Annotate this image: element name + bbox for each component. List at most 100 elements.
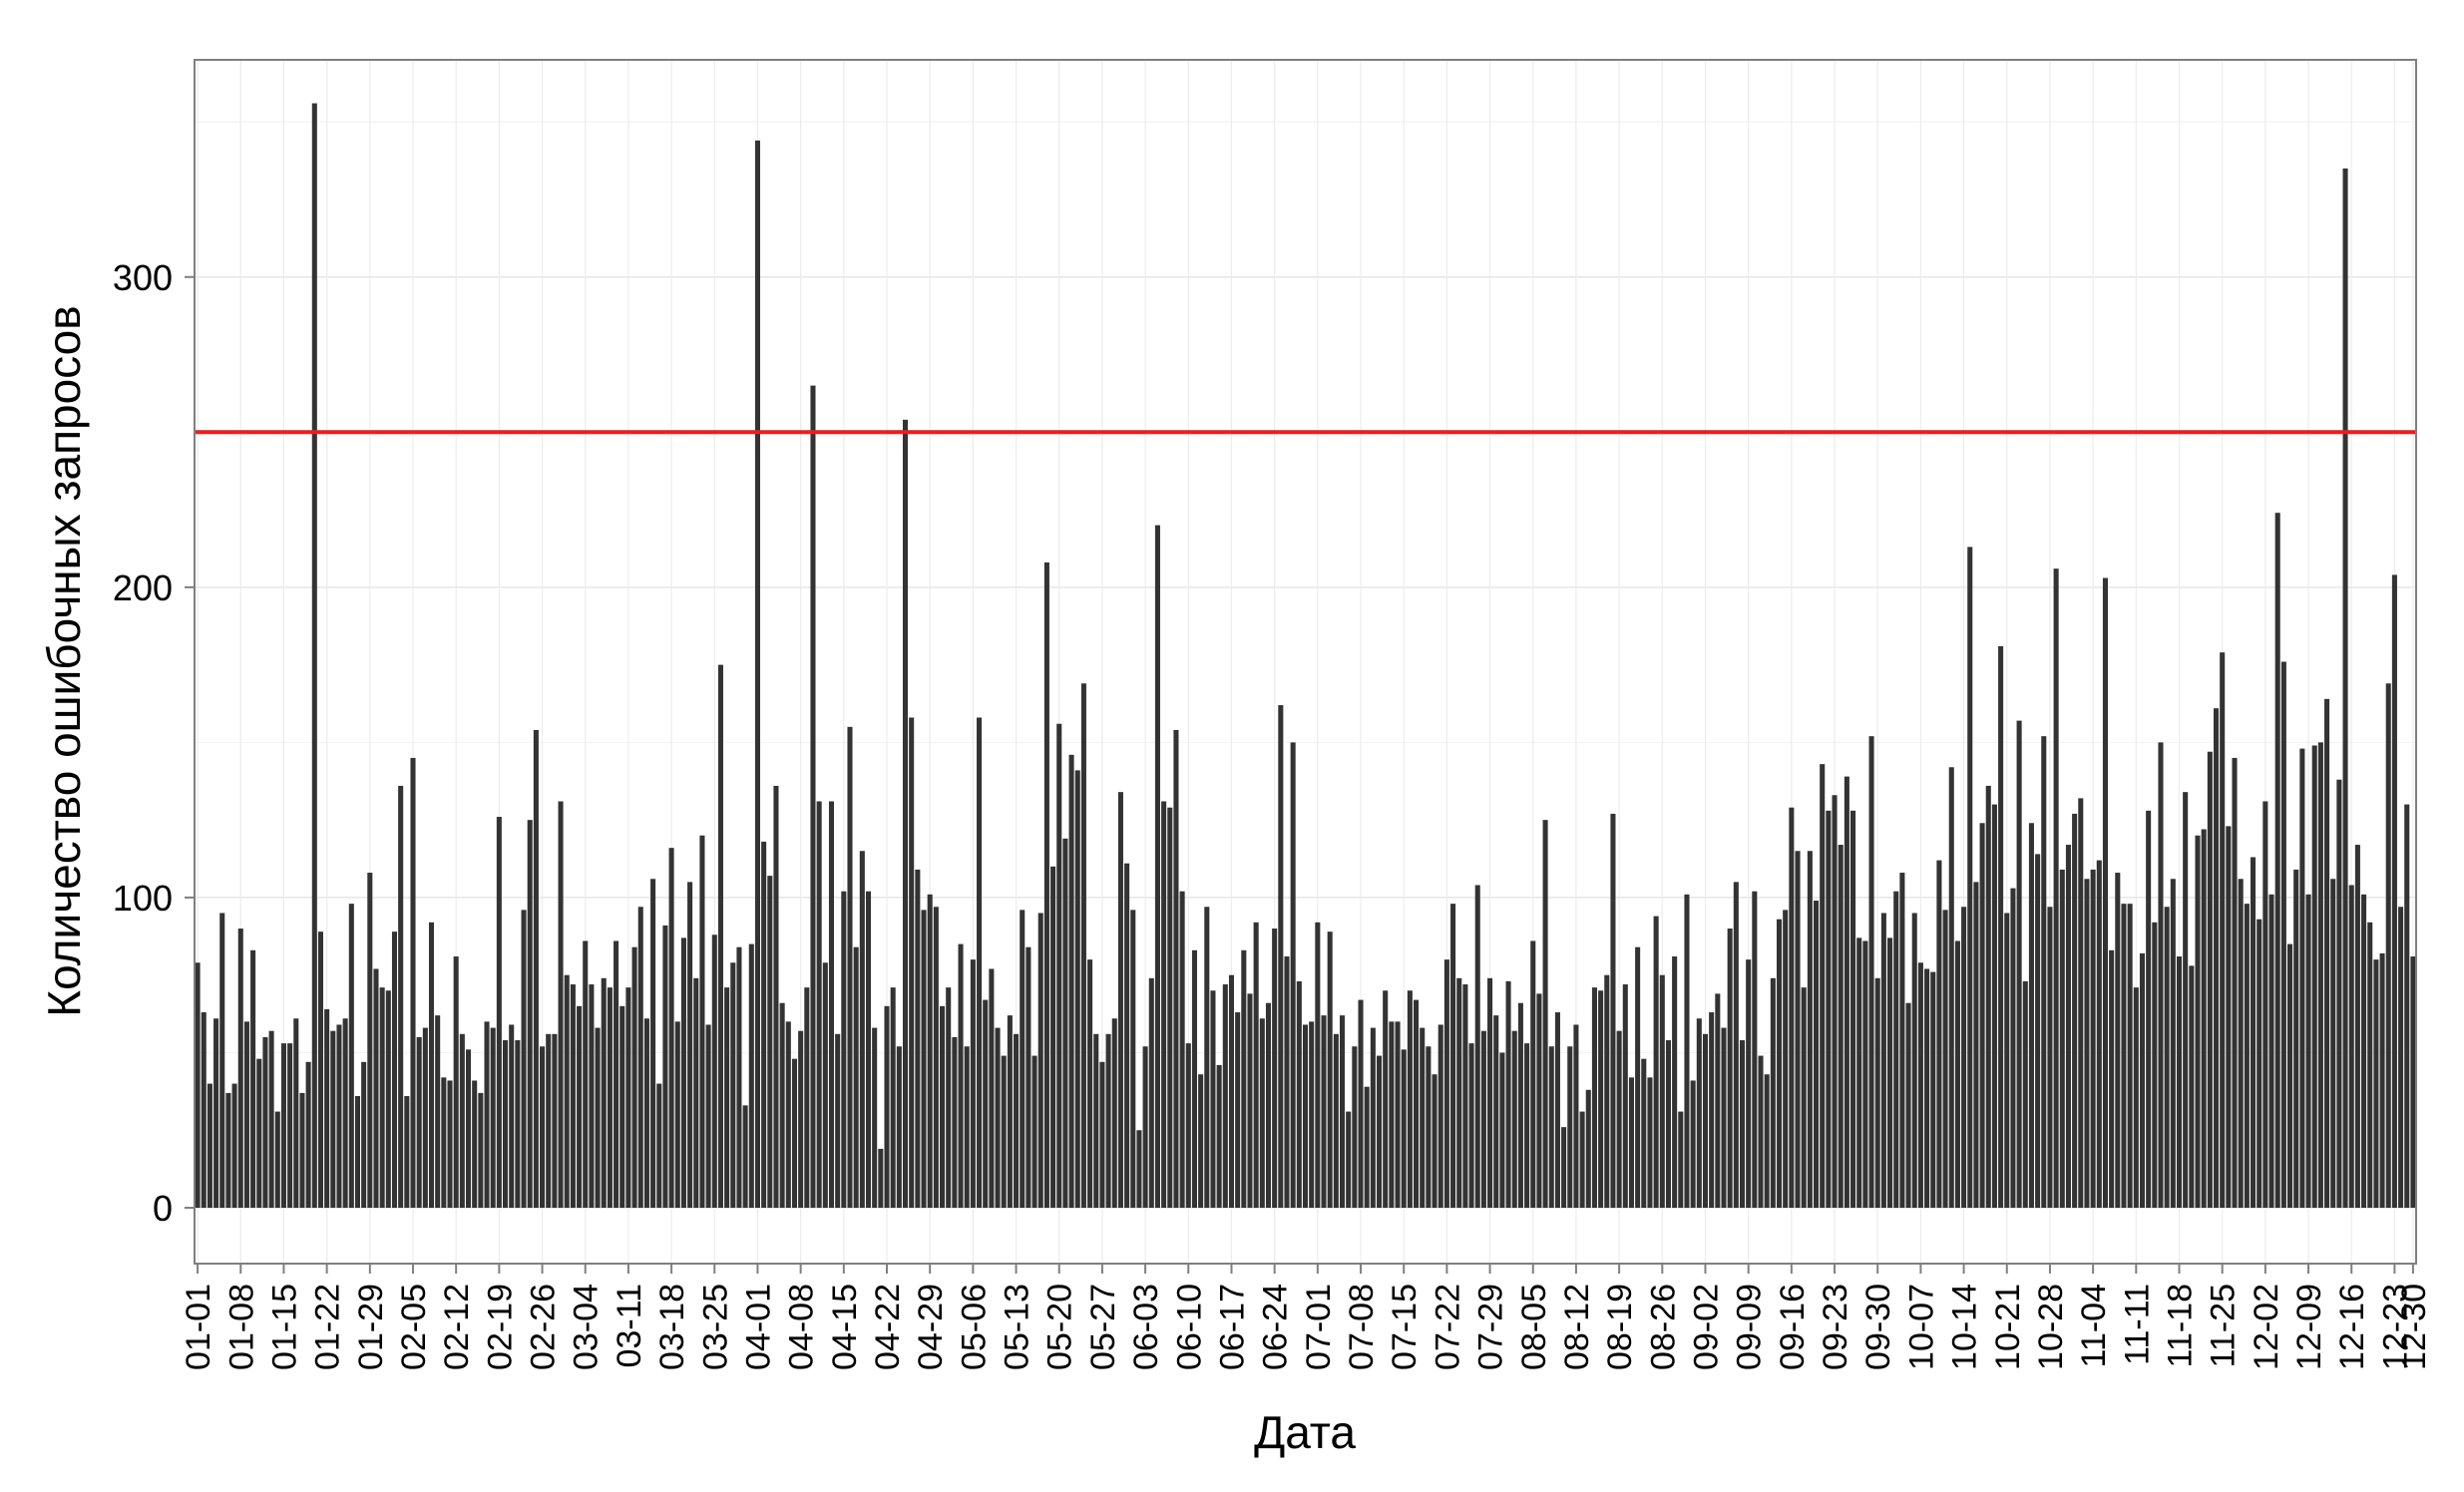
bar <box>1610 813 1616 1209</box>
bar <box>1733 882 1739 1209</box>
bar <box>1954 940 1960 1209</box>
bar <box>705 1024 711 1209</box>
bar <box>274 1111 280 1209</box>
bar <box>687 882 693 1209</box>
bar <box>379 987 385 1209</box>
bar <box>785 1021 791 1209</box>
bar <box>1567 1046 1573 1209</box>
x-tick-label: 05-27 <box>1084 1284 1122 1370</box>
x-tick-label: 04-22 <box>869 1284 907 1370</box>
bar <box>1899 873 1905 1209</box>
bar <box>280 1043 286 1209</box>
bar <box>1985 785 1991 1209</box>
y-axis: 0 100 200 300 <box>113 257 195 1229</box>
bar <box>1462 984 1468 1209</box>
bar <box>533 729 539 1209</box>
bar <box>478 1092 484 1209</box>
bar <box>1148 977 1154 1209</box>
bar <box>2348 885 2354 1209</box>
bar <box>262 1036 268 1209</box>
bar <box>2207 751 2213 1209</box>
bar <box>1124 863 1130 1209</box>
bar <box>890 987 896 1209</box>
bar <box>1924 968 1930 1209</box>
bar <box>742 1105 748 1209</box>
bar <box>552 1033 558 1209</box>
bar <box>367 873 373 1209</box>
bar <box>1659 974 1665 1209</box>
bar <box>2354 845 2360 1209</box>
bar <box>1014 1033 1020 1209</box>
bar <box>847 726 853 1209</box>
bar <box>1622 984 1628 1209</box>
bar <box>1474 885 1480 1209</box>
bar <box>1752 891 1758 1209</box>
bar <box>546 1033 552 1209</box>
bar <box>1561 1127 1567 1209</box>
bar <box>521 910 527 1209</box>
bar <box>902 419 909 1209</box>
bar <box>1142 1046 1148 1209</box>
bar <box>1074 770 1080 1209</box>
bar <box>2035 854 2041 1209</box>
bar <box>1093 1033 1099 1209</box>
bar <box>2361 894 2367 1209</box>
bar <box>1185 1043 1191 1209</box>
x-tick-label: 04-15 <box>826 1284 864 1370</box>
x-axis-title: Дата <box>1254 1406 1356 1458</box>
x-tick-label: 08-19 <box>1601 1284 1639 1370</box>
bar <box>2398 907 2404 1209</box>
bar <box>2133 987 2139 1209</box>
x-tick-label: 05-20 <box>1041 1284 1079 1370</box>
bar <box>2078 798 2084 1209</box>
x-tick-label: 06-10 <box>1170 1284 1208 1370</box>
x-tick-label: 07-15 <box>1386 1284 1424 1370</box>
bar <box>2238 879 2244 1209</box>
bar <box>219 913 225 1209</box>
bar <box>2257 919 2262 1209</box>
bar <box>2293 869 2299 1209</box>
bar <box>711 934 717 1209</box>
bar <box>195 962 201 1209</box>
bar <box>354 1096 361 1209</box>
bar <box>1991 804 1997 1209</box>
bar <box>693 977 699 1209</box>
bar <box>1487 977 1493 1209</box>
bar <box>1764 1074 1770 1209</box>
bar <box>231 1083 237 1209</box>
x-tick-label: 01-08 <box>222 1284 260 1370</box>
bar <box>1117 792 1123 1209</box>
bar <box>1302 1024 1309 1209</box>
bar <box>1198 1074 1204 1209</box>
bar <box>1179 891 1185 1209</box>
x-tick-label: 02-19 <box>481 1284 519 1370</box>
bar <box>293 1018 299 1209</box>
bar <box>1579 1111 1585 1209</box>
bar <box>2183 792 2189 1209</box>
bar <box>1893 891 1899 1209</box>
bar <box>1715 993 1721 1209</box>
bar <box>816 801 822 1209</box>
bar <box>1130 910 1136 1209</box>
bar <box>243 1021 249 1209</box>
bar <box>1426 1046 1432 1209</box>
bar <box>1191 949 1197 1209</box>
bar <box>2065 845 2071 1209</box>
bar <box>970 959 976 1209</box>
bar <box>1241 949 1247 1209</box>
bar <box>865 891 872 1209</box>
bar <box>940 1005 946 1209</box>
bar <box>1727 929 1733 1209</box>
bar <box>983 999 989 1209</box>
bar <box>1007 1015 1013 1209</box>
bar <box>1167 807 1173 1209</box>
bar <box>1690 1080 1696 1209</box>
bar <box>2047 907 2053 1209</box>
bar <box>2109 949 2115 1209</box>
bar <box>699 835 705 1209</box>
bar <box>465 1049 472 1209</box>
x-tick-label: 01-15 <box>265 1284 303 1370</box>
bar <box>927 894 933 1209</box>
bar <box>2330 879 2336 1209</box>
bar <box>730 962 736 1209</box>
